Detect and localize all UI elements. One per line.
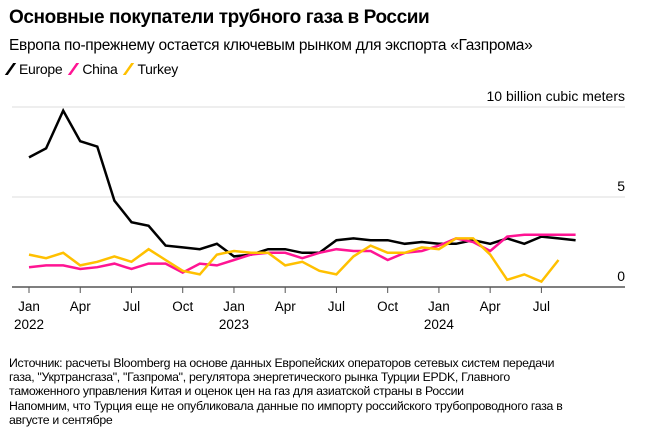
x-tick-label: Jan bbox=[223, 299, 245, 314]
y-tick-label: 10 billion cubic meters bbox=[486, 88, 625, 104]
x-year-label: 2022 bbox=[14, 317, 44, 332]
x-tick-label: Oct bbox=[172, 299, 193, 314]
y-tick-label: 0 bbox=[617, 268, 625, 284]
legend-label-china: China bbox=[82, 61, 118, 77]
x-tick-label: Jan bbox=[18, 299, 40, 314]
legend-item-china: China bbox=[68, 61, 118, 77]
source-note: Источник: расчеты Bloomberg на основе да… bbox=[9, 356, 639, 427]
source-line: таможенного управления Китая и оценок це… bbox=[9, 384, 464, 399]
x-year-label: 2023 bbox=[219, 317, 249, 332]
x-tick-label: Jul bbox=[328, 299, 345, 314]
x-tick-label: Jan bbox=[428, 299, 450, 314]
legend: Europe China Turkey bbox=[4, 61, 178, 77]
line-chart: 10 billion cubic meters 5 0 Jan 2022 Apr Jul Oc… bbox=[12, 88, 625, 332]
legend-item-europe: Europe bbox=[4, 61, 63, 77]
legend-label-turkey: Turkey bbox=[137, 61, 178, 77]
note-line: августе и сентябре bbox=[9, 412, 113, 427]
x-tick-label: Apr bbox=[275, 299, 297, 314]
x-tick-label: Apr bbox=[70, 299, 92, 314]
series-line-europe bbox=[28, 107, 576, 258]
y-tick-label: 5 bbox=[617, 178, 625, 194]
x-year-label: 2024 bbox=[424, 317, 455, 332]
series-line-turkey bbox=[28, 237, 560, 284]
source-line: газа, "Укртрансгаза", "Газпрома", регуля… bbox=[9, 370, 510, 385]
source-line: Источник: расчеты Bloomberg на основе да… bbox=[9, 356, 555, 370]
note-line: Напомним, что Турция еще не опубликовала… bbox=[9, 398, 563, 413]
chart-subtitle: Европа по-прежнему остается ключевым рын… bbox=[9, 37, 533, 54]
x-tick-label: Jul bbox=[533, 299, 550, 314]
chart-title: Основные покупатели трубного газа в Росс… bbox=[9, 7, 430, 28]
x-tick-label: Oct bbox=[377, 299, 398, 314]
x-tick-label: Jul bbox=[123, 299, 140, 314]
x-tick-label: Apr bbox=[480, 299, 502, 314]
legend-item-turkey: Turkey bbox=[123, 61, 178, 77]
legend-label-europe: Europe bbox=[19, 61, 63, 77]
